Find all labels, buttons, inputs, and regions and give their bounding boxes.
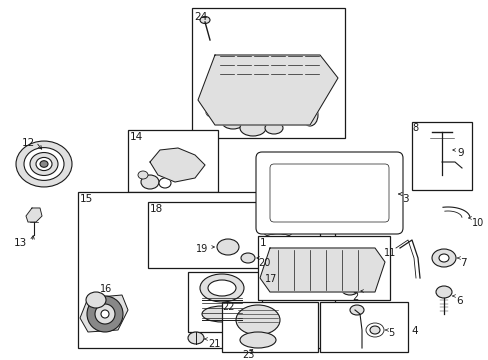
Ellipse shape bbox=[95, 304, 115, 324]
Ellipse shape bbox=[86, 292, 106, 308]
Text: 3: 3 bbox=[401, 194, 408, 204]
Ellipse shape bbox=[202, 306, 242, 322]
Ellipse shape bbox=[200, 17, 209, 23]
Ellipse shape bbox=[16, 141, 72, 187]
Text: 22: 22 bbox=[222, 302, 234, 312]
Text: 11: 11 bbox=[383, 248, 395, 258]
Bar bbox=[128, 130, 218, 192]
Bar bbox=[78, 192, 334, 348]
Text: 16: 16 bbox=[100, 284, 112, 294]
Ellipse shape bbox=[341, 285, 357, 295]
Ellipse shape bbox=[187, 332, 203, 344]
Ellipse shape bbox=[264, 122, 283, 134]
Text: 2: 2 bbox=[351, 292, 358, 302]
Text: 7: 7 bbox=[459, 258, 466, 268]
Bar bbox=[319, 302, 407, 352]
Ellipse shape bbox=[30, 153, 58, 175]
Ellipse shape bbox=[138, 171, 148, 179]
Bar bbox=[148, 202, 319, 268]
Text: 18: 18 bbox=[150, 204, 163, 214]
FancyBboxPatch shape bbox=[256, 152, 402, 234]
Text: 14: 14 bbox=[130, 132, 143, 142]
Ellipse shape bbox=[222, 115, 244, 129]
Ellipse shape bbox=[435, 286, 451, 298]
Text: 13: 13 bbox=[13, 238, 26, 248]
Ellipse shape bbox=[36, 157, 52, 171]
Bar bbox=[411, 122, 471, 190]
Text: 20: 20 bbox=[258, 258, 270, 268]
Text: 12: 12 bbox=[21, 138, 35, 148]
Ellipse shape bbox=[236, 305, 280, 335]
Ellipse shape bbox=[217, 239, 239, 255]
Ellipse shape bbox=[87, 296, 123, 332]
Ellipse shape bbox=[207, 280, 236, 296]
Ellipse shape bbox=[40, 161, 48, 167]
Bar bbox=[187, 272, 262, 332]
Ellipse shape bbox=[101, 310, 109, 318]
Ellipse shape bbox=[141, 175, 159, 189]
Polygon shape bbox=[260, 248, 384, 292]
Polygon shape bbox=[80, 295, 128, 332]
Ellipse shape bbox=[205, 106, 224, 118]
Text: 17: 17 bbox=[264, 274, 277, 284]
Ellipse shape bbox=[302, 104, 317, 126]
Ellipse shape bbox=[240, 332, 275, 348]
Text: 21: 21 bbox=[207, 339, 220, 349]
Ellipse shape bbox=[269, 205, 285, 221]
Polygon shape bbox=[150, 148, 204, 182]
Text: 5: 5 bbox=[387, 328, 393, 338]
Ellipse shape bbox=[240, 120, 265, 136]
Text: 24: 24 bbox=[194, 12, 207, 22]
Text: 6: 6 bbox=[455, 296, 462, 306]
Text: 23: 23 bbox=[242, 350, 254, 360]
Text: 19: 19 bbox=[196, 244, 208, 254]
Text: 9: 9 bbox=[456, 148, 463, 158]
Text: 10: 10 bbox=[471, 218, 483, 228]
Ellipse shape bbox=[24, 148, 64, 180]
Text: 8: 8 bbox=[411, 123, 417, 133]
Text: 1: 1 bbox=[260, 238, 266, 248]
Ellipse shape bbox=[438, 254, 448, 262]
Ellipse shape bbox=[241, 253, 254, 263]
Text: 15: 15 bbox=[80, 194, 93, 204]
Ellipse shape bbox=[349, 305, 363, 315]
Ellipse shape bbox=[159, 178, 171, 188]
Text: 4: 4 bbox=[410, 326, 417, 336]
Ellipse shape bbox=[431, 249, 455, 267]
Polygon shape bbox=[198, 55, 337, 125]
Bar bbox=[258, 236, 389, 300]
Bar bbox=[192, 8, 345, 138]
Ellipse shape bbox=[365, 323, 383, 337]
Polygon shape bbox=[26, 208, 42, 222]
Bar bbox=[222, 302, 317, 352]
FancyBboxPatch shape bbox=[269, 164, 388, 222]
Ellipse shape bbox=[369, 326, 379, 334]
Ellipse shape bbox=[200, 274, 244, 302]
